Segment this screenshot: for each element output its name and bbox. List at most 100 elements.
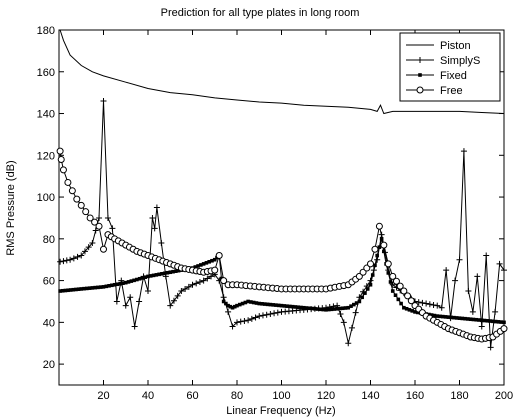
data-point-simplys <box>419 299 426 306</box>
data-point-simplys <box>252 314 259 321</box>
data-point-fixed <box>76 287 81 292</box>
data-point-simplys <box>208 273 215 280</box>
x-tick-label: 100 <box>272 390 290 402</box>
data-point-free <box>57 155 65 163</box>
data-point-simplys <box>423 300 430 307</box>
data-point-fixed <box>326 307 331 312</box>
data-point-free <box>375 222 383 230</box>
x-tick-label: 40 <box>142 390 154 402</box>
data-point-simplys <box>78 252 85 259</box>
data-point-simplys <box>370 267 377 274</box>
data-point-fixed <box>393 293 398 298</box>
data-point-fixed <box>466 317 470 321</box>
data-point-simplys <box>345 340 352 347</box>
legend-marker-fixed <box>418 73 422 77</box>
data-point-fixed <box>288 304 292 309</box>
data-point-simplys <box>63 257 70 264</box>
data-point-simplys <box>337 311 344 317</box>
x-tick-label: 120 <box>317 390 335 402</box>
y-tick-label: 120 <box>37 150 55 162</box>
data-point-fixed <box>251 300 256 305</box>
data-point-simplys <box>237 318 244 325</box>
data-point-simplys <box>74 253 81 260</box>
data-point-fixed <box>390 289 395 293</box>
data-point-fixed <box>474 317 478 322</box>
data-point-fixed <box>386 271 391 275</box>
data-point-simplys <box>456 256 463 263</box>
data-point-fixed <box>301 305 306 310</box>
data-point-fixed <box>82 286 86 291</box>
data-point-fixed <box>332 307 337 311</box>
x-tick-label: 60 <box>186 390 198 402</box>
data-point-fixed <box>321 307 326 312</box>
data-point-simplys <box>245 317 252 324</box>
data-point-fixed <box>438 314 442 319</box>
data-point-fixed <box>432 313 437 318</box>
data-point-free <box>59 166 67 174</box>
data-point-simplys <box>474 273 481 280</box>
data-point-fixed <box>296 305 300 310</box>
y-tick-label: 20 <box>43 359 55 371</box>
data-point-simplys <box>81 248 88 255</box>
data-point-simplys <box>189 281 196 288</box>
data-point-fixed <box>126 280 131 284</box>
data-point-fixed <box>313 306 317 311</box>
x-tick-label: 80 <box>231 390 243 402</box>
data-point-fixed <box>221 299 226 304</box>
data-point-free <box>211 266 219 274</box>
x-tick-label: 160 <box>406 390 424 402</box>
data-point-fixed <box>488 319 492 323</box>
data-point-fixed <box>121 281 125 285</box>
data-point-fixed <box>129 279 134 283</box>
data-point-fixed <box>98 285 103 289</box>
data-point-free <box>400 287 408 295</box>
data-point-simplys <box>478 323 485 330</box>
data-point-fixed <box>315 307 320 311</box>
data-point-fixed <box>346 305 351 310</box>
data-point-fixed <box>249 300 253 304</box>
data-point-fixed <box>146 274 150 279</box>
data-point-free <box>384 260 392 268</box>
data-point-simplys <box>100 98 107 104</box>
legend-label-simplys: SimplyS <box>440 55 480 67</box>
data-point-fixed <box>257 301 262 306</box>
data-point-fixed <box>176 268 181 273</box>
data-point-free <box>367 260 374 268</box>
data-point-fixed <box>101 285 106 289</box>
data-point-fixed <box>357 299 362 304</box>
data-point-simplys <box>389 281 396 288</box>
data-point-free <box>500 325 508 333</box>
axis-ticks: 20 40 60 80 100 120 140 160 180 200 20 40 60 80 100 120… <box>37 25 513 402</box>
data-point-fixed <box>260 302 264 306</box>
data-point-fixed <box>232 304 237 309</box>
data-point-simplys <box>271 310 278 317</box>
y-tick-label: 60 <box>43 276 55 288</box>
data-point-fixed <box>318 307 323 312</box>
data-point-fixed <box>90 286 95 290</box>
data-point-simplys <box>241 317 248 324</box>
series-line-simplys <box>59 100 505 348</box>
data-point-simplys <box>426 301 433 308</box>
data-point-fixed <box>502 320 506 325</box>
data-point-fixed <box>373 263 377 268</box>
legend-label-piston: Piston <box>440 40 471 52</box>
data-point-simplys <box>415 299 422 306</box>
data-point-free <box>392 277 400 285</box>
data-point-fixed <box>107 284 111 288</box>
y-tick-label: 160 <box>37 67 55 79</box>
data-point-simplys <box>70 255 77 262</box>
data-point-simplys <box>438 304 445 311</box>
data-point-free <box>86 214 94 222</box>
data-point-fixed <box>96 285 100 290</box>
data-point-free <box>82 208 90 216</box>
data-point-fixed <box>491 319 495 324</box>
data-point-simplys <box>167 302 174 309</box>
data-point-fixed <box>104 284 109 289</box>
data-point-fixed <box>449 315 453 320</box>
data-point-fixed <box>379 237 384 241</box>
series-markers <box>56 98 508 351</box>
data-point-simplys <box>256 313 263 320</box>
data-point-fixed <box>143 275 148 279</box>
data-point-fixed <box>360 295 364 300</box>
data-point-simplys <box>149 214 156 221</box>
